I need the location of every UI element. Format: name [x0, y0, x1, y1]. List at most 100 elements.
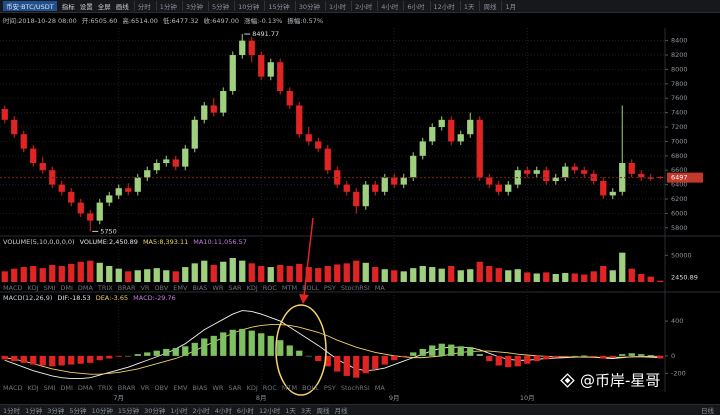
- indicator-tab[interactable]: BRAR: [117, 283, 136, 292]
- indicator-tab[interactable]: BOLL: [302, 383, 319, 392]
- indicator-tab[interactable]: MTM: [281, 283, 298, 292]
- indicator-tab[interactable]: ROC: [262, 383, 277, 392]
- period-button[interactable]: 10分钟: [234, 1, 259, 11]
- indicator-tab[interactable]: DMI: [60, 383, 73, 392]
- volume-bar: [552, 274, 559, 282]
- period-button[interactable]: 4小时: [214, 407, 232, 415]
- period-button[interactable]: 2小时: [351, 1, 372, 11]
- candle-body: [229, 55, 236, 92]
- period-button[interactable]: 1分钟: [25, 407, 43, 415]
- indicator-tab[interactable]: MA: [374, 283, 385, 292]
- volume-bar: [39, 268, 46, 282]
- volume-bar: [191, 263, 198, 282]
- indicator-tab[interactable]: OBV: [154, 383, 169, 392]
- candle-body: [495, 184, 502, 192]
- macd-bar: [400, 355, 407, 357]
- period-button[interactable]: 30分钟: [294, 1, 320, 11]
- period-button[interactable]: 5分钟: [207, 1, 229, 11]
- indicator-tab[interactable]: PSY: [323, 383, 336, 392]
- volume-bar: [533, 273, 540, 282]
- indicator-tab[interactable]: PSY: [323, 283, 336, 292]
- volume-bar: [267, 267, 274, 282]
- period-button[interactable]: 12小时: [429, 1, 455, 11]
- indicator-tab[interactable]: SAR: [228, 283, 242, 292]
- macd-bar: [324, 355, 331, 367]
- macd-bar: [353, 355, 360, 378]
- period-button[interactable]: 周线: [479, 1, 496, 11]
- period-button[interactable]: 3分钟: [47, 407, 65, 415]
- tool-button[interactable]: 设置: [79, 3, 93, 11]
- indicator-tab[interactable]: DMI: [60, 283, 73, 292]
- volume-bar: [315, 268, 322, 282]
- period-button[interactable]: 3天: [300, 407, 312, 415]
- period-button[interactable]: 12小时: [258, 407, 281, 415]
- symbol-button[interactable]: 币安·BTC/USDT: [3, 1, 57, 11]
- volume-bar: [134, 270, 141, 282]
- indicator-tab[interactable]: BRAR: [117, 383, 136, 392]
- period-button[interactable]: 周线: [316, 407, 330, 415]
- panel-title: VOLUME(5,10,0,0,0,0): [3, 238, 75, 246]
- indicator-tab[interactable]: KDJ: [246, 283, 258, 292]
- indicator-tab[interactable]: BIAS: [192, 283, 208, 292]
- indicator-tab[interactable]: EMV: [173, 383, 188, 392]
- volume-bar: [495, 268, 502, 282]
- period-button[interactable]: 1天: [285, 407, 296, 415]
- indicator-tab[interactable]: MTM: [281, 383, 298, 392]
- period-button[interactable]: 日线: [701, 407, 714, 415]
- indicator-tab[interactable]: KDJ: [27, 283, 39, 292]
- period-button[interactable]: 1分时: [3, 407, 21, 415]
- indicator-tab[interactable]: StochRSI: [340, 383, 370, 392]
- readout: MACD:-29.76: [133, 294, 176, 302]
- indicator-tab[interactable]: TRIX: [97, 283, 113, 292]
- tool-button[interactable]: 画线: [115, 3, 129, 11]
- indicator-tab[interactable]: WR: [212, 283, 224, 292]
- period-button[interactable]: 1分钟: [155, 1, 177, 11]
- macd-bar: [286, 345, 293, 356]
- period-button[interactable]: 1天: [459, 1, 474, 11]
- y-tick-label: 5800: [671, 224, 688, 232]
- indicator-tab[interactable]: MACD: [3, 383, 23, 392]
- indicator-tab[interactable]: SMI: [43, 283, 56, 292]
- macd-bar: [372, 355, 379, 369]
- volume-bar: [125, 271, 132, 282]
- indicator-tab[interactable]: BOLL: [302, 283, 319, 292]
- volume-bar: [429, 267, 436, 282]
- period-button[interactable]: 分时: [133, 1, 151, 11]
- period-button[interactable]: 2小时: [192, 407, 210, 415]
- indicator-tab[interactable]: DMA: [77, 283, 93, 292]
- indicator-tab[interactable]: ROC: [262, 283, 277, 292]
- volume-bar: [305, 267, 312, 282]
- period-button[interactable]: 5分钟: [69, 407, 87, 415]
- indicator-tab[interactable]: SMI: [43, 383, 56, 392]
- period-button[interactable]: 6小时: [236, 407, 254, 415]
- tool-button[interactable]: 指标: [61, 3, 75, 11]
- tool-button[interactable]: 全屏: [97, 3, 111, 11]
- period-button[interactable]: 1小时: [170, 407, 188, 415]
- indicator-tab[interactable]: KDJ: [27, 383, 39, 392]
- period-button[interactable]: 月线: [334, 407, 348, 415]
- indicator-tab[interactable]: EMV: [173, 283, 188, 292]
- indicator-tab[interactable]: DMA: [77, 383, 93, 392]
- indicator-tab[interactable]: VR: [140, 383, 150, 392]
- period-button[interactable]: 6小时: [403, 1, 425, 11]
- indicator-tab[interactable]: MACD: [3, 283, 23, 292]
- indicator-tab[interactable]: StochRSI: [340, 283, 370, 292]
- period-button[interactable]: 15分钟: [117, 407, 140, 415]
- period-button[interactable]: 3分钟: [181, 1, 203, 11]
- indicator-tab[interactable]: BIAS: [192, 383, 208, 392]
- period-button[interactable]: 4小时: [377, 1, 398, 11]
- indicator-tab[interactable]: WR: [212, 383, 224, 392]
- indicator-tab[interactable]: TRIX: [97, 383, 113, 392]
- indicator-tab[interactable]: KDJ: [246, 383, 258, 392]
- period-button[interactable]: 1小时: [324, 1, 346, 11]
- indicator-tab[interactable]: OBV: [154, 283, 169, 292]
- candle-body: [87, 213, 94, 221]
- period-button[interactable]: 30分钟: [144, 407, 166, 415]
- period-button[interactable]: 15分钟: [264, 1, 290, 11]
- period-button[interactable]: 10分钟: [91, 407, 113, 415]
- indicator-tab[interactable]: MA: [374, 383, 385, 392]
- indicator-tab[interactable]: VR: [140, 283, 150, 292]
- macd-bar: [20, 355, 27, 363]
- indicator-tab[interactable]: SAR: [228, 383, 242, 392]
- period-button[interactable]: 1月: [501, 1, 516, 11]
